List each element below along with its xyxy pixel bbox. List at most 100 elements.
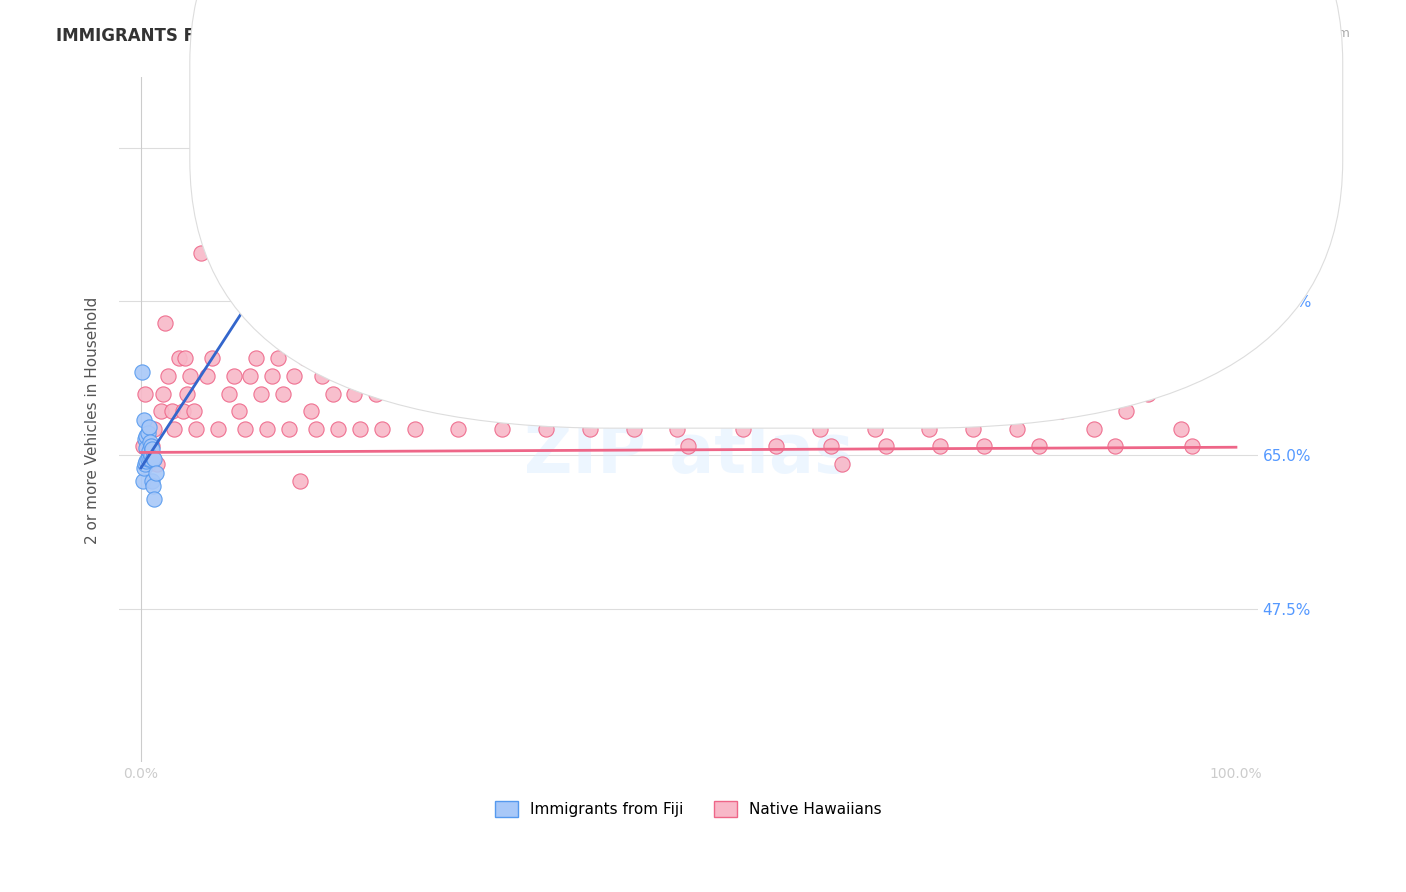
Text: IMMIGRANTS FROM FIJI VS NATIVE HAWAIIAN 2 OR MORE VEHICLES IN HOUSEHOLD CORRELAT: IMMIGRANTS FROM FIJI VS NATIVE HAWAIIAN … [56, 27, 1040, 45]
Point [787, 404, 810, 418]
Text: Source: ZipAtlas.com: Source: ZipAtlas.com [1216, 27, 1350, 40]
Point [138, 420, 160, 434]
Point [145, 466, 167, 480]
Point [852, 386, 875, 401]
Point [600, 351, 623, 366]
Point [1104, 439, 1126, 453]
Point [470, 351, 492, 366]
Point [138, 451, 160, 466]
Point [143, 422, 166, 436]
Point [623, 422, 645, 436]
Point [557, 351, 579, 366]
Point [337, 141, 360, 155]
Point [568, 386, 591, 401]
Point [907, 386, 929, 401]
Point [136, 452, 159, 467]
Point [163, 422, 186, 436]
Point [381, 351, 404, 366]
Point [294, 351, 316, 366]
Point [143, 491, 166, 506]
Point [360, 351, 382, 366]
Point [142, 450, 165, 465]
Point [941, 404, 963, 418]
Point [183, 404, 205, 418]
Point [245, 351, 267, 366]
Point [612, 386, 634, 401]
Point [316, 351, 339, 366]
Point [288, 475, 311, 489]
Point [250, 386, 273, 401]
Point [962, 422, 984, 436]
Point [392, 386, 415, 401]
Point [918, 422, 941, 436]
Point [354, 369, 377, 384]
Point [311, 369, 333, 384]
Point [1060, 386, 1083, 401]
Point [332, 369, 354, 384]
Point [479, 386, 502, 401]
Point [875, 439, 897, 453]
Point [134, 457, 156, 471]
Point [337, 351, 360, 366]
Point [1115, 404, 1137, 418]
Point [305, 422, 328, 436]
Text: R = 0.074    N = 114: R = 0.074 N = 114 [657, 119, 830, 136]
Point [1181, 439, 1204, 453]
Point [134, 386, 156, 401]
Point [141, 475, 163, 489]
Point [218, 386, 240, 401]
Point [256, 422, 278, 436]
Point [143, 452, 166, 467]
Point [136, 457, 159, 471]
Point [820, 439, 842, 453]
Point [134, 461, 156, 475]
Point [267, 351, 290, 366]
Point [195, 369, 218, 384]
Point [1028, 439, 1050, 453]
Point [808, 422, 831, 436]
Point [1049, 404, 1071, 418]
Point [994, 386, 1017, 401]
Text: R = 0.742    N = 25: R = 0.742 N = 25 [657, 82, 818, 100]
Y-axis label: 2 or more Vehicles in Household: 2 or more Vehicles in Household [86, 296, 100, 543]
Point [415, 369, 437, 384]
Point [228, 404, 250, 418]
Point [950, 386, 973, 401]
Point [666, 422, 689, 436]
Point [132, 439, 155, 453]
Point [458, 369, 481, 384]
Point [404, 422, 426, 436]
Point [1170, 422, 1192, 436]
Point [141, 442, 163, 456]
Point [366, 386, 388, 401]
Point [524, 386, 547, 401]
Point [172, 404, 194, 418]
Point [1083, 422, 1105, 436]
Point [534, 422, 557, 436]
Point [201, 351, 224, 366]
Point [132, 475, 155, 489]
Point [589, 369, 612, 384]
Point [343, 386, 366, 401]
Point [579, 422, 602, 436]
Point [375, 369, 398, 384]
Point [135, 454, 157, 468]
Point [841, 404, 863, 418]
Point [1005, 422, 1028, 436]
Point [184, 422, 207, 436]
Point [929, 439, 952, 453]
Point [141, 439, 163, 453]
Point [160, 404, 183, 418]
Point [233, 422, 256, 436]
Point [984, 404, 1007, 418]
Point [173, 351, 195, 366]
Point [491, 422, 513, 436]
Point [371, 422, 394, 436]
Point [139, 448, 162, 462]
Point [131, 365, 153, 379]
Point [138, 443, 160, 458]
Point [142, 479, 165, 493]
Point [765, 439, 787, 453]
Point [896, 404, 918, 418]
Point [190, 246, 212, 260]
